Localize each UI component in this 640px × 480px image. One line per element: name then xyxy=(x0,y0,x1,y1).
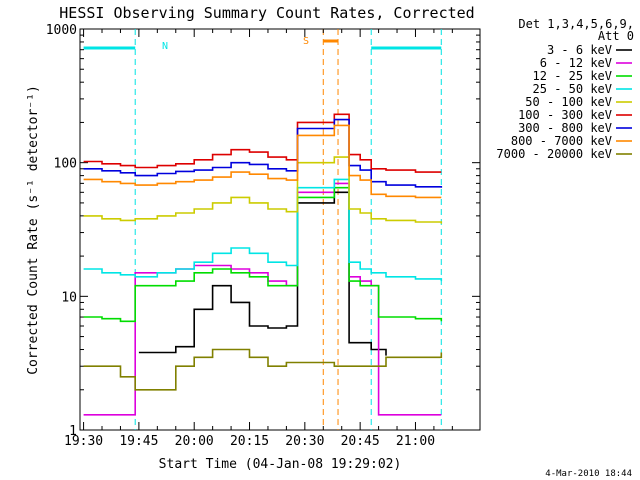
y-tick-label: 100 xyxy=(54,157,77,172)
series-line xyxy=(83,118,443,188)
plot-frame xyxy=(79,28,481,431)
y-tick-label: 1000 xyxy=(46,23,77,38)
x-tick-label: 19:30 xyxy=(64,434,103,449)
legend-label: 3 - 6 keV xyxy=(547,43,612,57)
x-tick-label: 20:30 xyxy=(285,434,324,449)
series-line xyxy=(138,191,387,356)
x-tick-label: 21:00 xyxy=(396,434,435,449)
x-tick-label: 20:00 xyxy=(175,434,214,449)
x-axis-label: Start Time (04-Jan-08 19:29:02) xyxy=(159,457,402,472)
y-tick-label: 10 xyxy=(61,290,77,305)
x-tick-label: 20:15 xyxy=(230,434,269,449)
series-line xyxy=(83,113,442,173)
night-label: N xyxy=(162,41,168,52)
legend-label: 12 - 25 keV xyxy=(533,69,612,83)
series-line xyxy=(83,186,443,323)
x-tick-label: 20:45 xyxy=(341,434,380,449)
series-line xyxy=(83,348,443,391)
legend-label: 6 - 12 keV xyxy=(540,56,612,70)
saa-label: S xyxy=(303,36,309,47)
series-line xyxy=(83,156,443,224)
legend-label: 7000 - 20000 keV xyxy=(496,147,612,161)
legend-label: 300 - 800 keV xyxy=(518,121,612,135)
chart-title: HESSI Observing Summary Count Rates, Cor… xyxy=(59,4,474,22)
footer-date: 4-Mar-2010 18:44 xyxy=(545,469,632,479)
series-lines xyxy=(83,113,443,416)
legend-header-line-1: Det 1,3,4,5,6,9, xyxy=(518,17,634,31)
legend-label: 100 - 300 keV xyxy=(518,108,612,122)
legend-label: 50 - 100 keV xyxy=(525,95,612,109)
y-axis-label: Corrected Count Rate (s⁻¹ detector⁻¹) xyxy=(26,85,41,375)
legend-label: 25 - 50 keV xyxy=(533,82,612,96)
axis-ticks: 19:30 19:45 20:00 20:15 20:30 20:45 21:00 1 10 10… xyxy=(46,23,480,449)
legend-label: 800 - 7000 keV xyxy=(511,134,612,148)
x-tick-label: 19:45 xyxy=(119,434,158,449)
series-line xyxy=(83,124,442,199)
legend-header-line-2: Att 0 xyxy=(598,29,634,43)
series-line xyxy=(83,178,443,282)
y-tick-label: 1 xyxy=(69,424,77,439)
